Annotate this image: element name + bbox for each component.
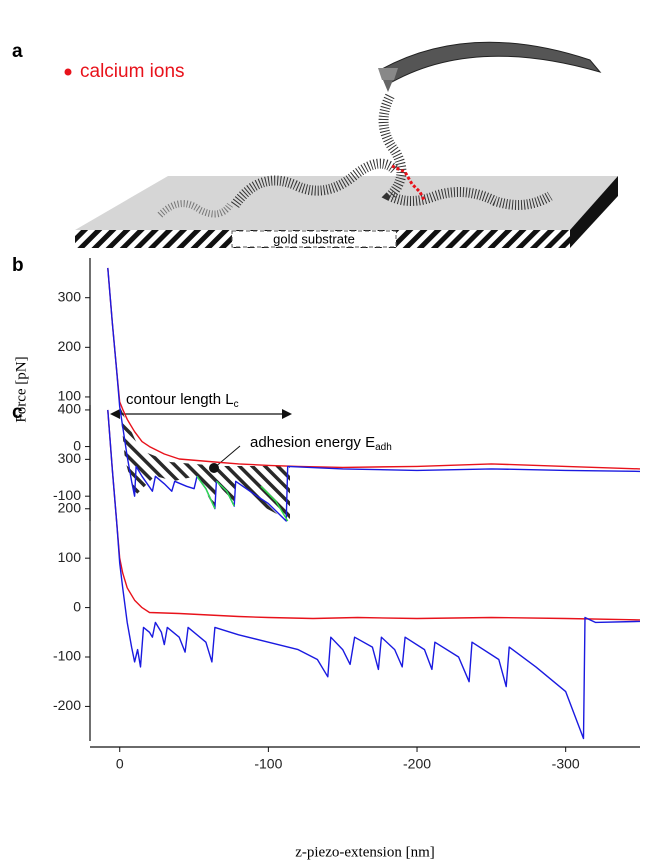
y-axis-label: Force [pN] <box>13 356 29 422</box>
legend-text: calcium ions <box>80 61 185 82</box>
y-tick-label: -100 <box>53 487 81 503</box>
annotation: adhesion energy Eadh <box>250 434 392 453</box>
x-tick-label: 0 <box>116 756 124 772</box>
panel-label: c <box>12 402 23 423</box>
y-tick-label: 200 <box>58 499 82 515</box>
y-tick-label: 0 <box>73 598 81 614</box>
arrow-head <box>110 409 120 419</box>
substrate-label: gold substrate <box>273 231 355 246</box>
adhesion-area <box>120 407 290 521</box>
data-line <box>196 475 289 522</box>
annotation-text: contour length L <box>126 391 234 408</box>
tip-base <box>378 68 398 80</box>
x-tick-label: -200 <box>403 756 431 772</box>
x-tick-label: -300 <box>552 756 580 772</box>
y-tick-label: 0 <box>73 437 81 453</box>
substrate-label-box <box>231 230 397 248</box>
y-tick-label: 100 <box>58 549 82 565</box>
x-axis-label: z-piezo-extension [nm] <box>295 844 435 860</box>
annotation-sub: c <box>234 399 239 410</box>
arrow-head <box>282 409 292 419</box>
calcium-ions <box>391 164 426 201</box>
ion-marker <box>64 68 72 76</box>
x-tick-label: -100 <box>254 756 282 772</box>
y-tick-label: -100 <box>53 648 81 664</box>
annotation-leader <box>213 445 241 469</box>
annotation-sub: adh <box>375 442 392 453</box>
annotation: contour length Lc <box>126 391 239 410</box>
y-tick-label: -200 <box>53 697 81 713</box>
substrate-side <box>570 176 618 248</box>
substrate-top <box>75 176 618 230</box>
cantilever <box>379 41 602 83</box>
y-tick-label: 300 <box>58 450 82 466</box>
y-tick-label: 400 <box>58 401 82 417</box>
data-line <box>107 267 641 522</box>
panel-label: a <box>12 41 23 62</box>
annotation-text: adhesion energy E <box>250 434 375 451</box>
y-tick-label: 200 <box>58 338 82 354</box>
data-line <box>107 409 641 740</box>
molecules <box>157 93 553 218</box>
y-tick-label: 300 <box>58 288 82 304</box>
tip <box>383 80 393 92</box>
y-tick-label: 100 <box>58 388 82 404</box>
panel-a: a calcium ions gold substrate <box>12 41 618 248</box>
panel-label: b <box>12 255 24 276</box>
data-line <box>107 267 641 470</box>
